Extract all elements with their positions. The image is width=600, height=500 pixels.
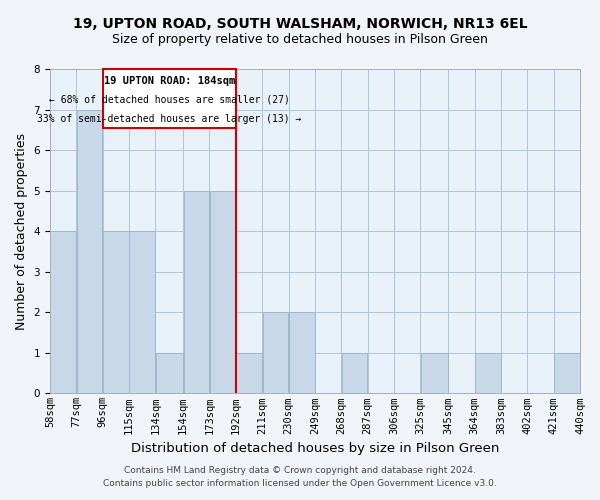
Text: 19, UPTON ROAD, SOUTH WALSHAM, NORWICH, NR13 6EL: 19, UPTON ROAD, SOUTH WALSHAM, NORWICH, …	[73, 18, 527, 32]
Bar	[236, 353, 262, 394]
Text: Size of property relative to detached houses in Pilson Green: Size of property relative to detached ho…	[112, 32, 488, 46]
X-axis label: Distribution of detached houses by size in Pilson Green: Distribution of detached houses by size …	[131, 442, 499, 455]
Bar	[342, 353, 367, 394]
Text: 33% of semi-detached houses are larger (13) →: 33% of semi-detached houses are larger (…	[37, 114, 301, 124]
Text: ← 68% of detached houses are smaller (27): ← 68% of detached houses are smaller (27…	[49, 94, 290, 104]
Bar	[77, 110, 102, 394]
Bar	[421, 353, 448, 394]
Y-axis label: Number of detached properties: Number of detached properties	[15, 132, 28, 330]
Bar	[184, 190, 209, 394]
Bar	[50, 231, 76, 394]
Bar	[103, 231, 128, 394]
Bar	[289, 312, 314, 394]
Bar	[554, 353, 580, 394]
Text: 19 UPTON ROAD: 184sqm: 19 UPTON ROAD: 184sqm	[104, 76, 235, 86]
Bar	[475, 353, 500, 394]
Text: Contains HM Land Registry data © Crown copyright and database right 2024.
Contai: Contains HM Land Registry data © Crown c…	[103, 466, 497, 487]
Bar	[130, 231, 155, 394]
FancyBboxPatch shape	[103, 69, 236, 128]
Bar	[210, 190, 235, 394]
Bar	[263, 312, 288, 394]
Bar	[156, 353, 183, 394]
